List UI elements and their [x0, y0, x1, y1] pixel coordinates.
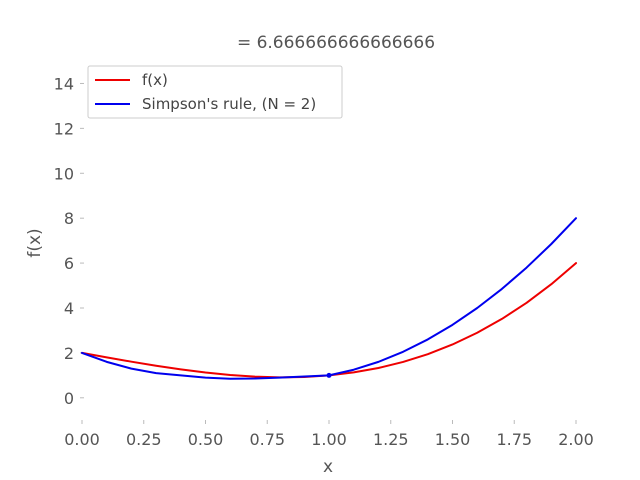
x-tick-label: 2.00 — [558, 430, 594, 449]
y-tick-label: 14 — [54, 74, 74, 93]
x-tick-label: 1.50 — [435, 430, 471, 449]
y-tick-label: 12 — [54, 119, 74, 138]
x-tick-label: 0.75 — [249, 430, 285, 449]
y-tick-label: 8 — [64, 209, 74, 228]
y-axis: 0 2 4 6 8 10 12 14 — [54, 74, 84, 408]
legend-entry-simpson: Simpson's rule, (N = 2) — [142, 95, 316, 113]
chart-title: = 6.666666666666666 — [237, 33, 435, 53]
series-layer — [81, 217, 577, 380]
x-tick-label: 1.75 — [496, 430, 532, 449]
x-axis: 0.00 0.25 0.50 0.75 1.00 1.25 1.50 1.75 2.00 — [64, 420, 594, 449]
legend: f(x) Simpson's rule, (N = 2) — [87, 65, 343, 119]
x-tick-label: 0.25 — [126, 430, 162, 449]
legend-box — [87, 65, 343, 119]
series-line-f — [81, 262, 577, 379]
y-tick-label: 0 — [64, 389, 74, 408]
point-layer — [326, 372, 332, 378]
data-point — [326, 372, 332, 378]
x-tick-label: 1.25 — [373, 430, 409, 449]
y-tick-label: 6 — [64, 254, 74, 273]
x-axis-label: x — [323, 457, 333, 477]
x-tick-label: 0.00 — [64, 430, 100, 449]
legend-entry-f: f(x) — [142, 71, 168, 89]
x-tick-label: 0.50 — [188, 430, 224, 449]
series-line-simpson — [81, 217, 577, 380]
y-tick-label: 10 — [54, 164, 74, 183]
y-tick-label: 2 — [64, 344, 74, 363]
y-tick-label: 4 — [64, 299, 74, 318]
x-tick-label: 1.00 — [311, 430, 347, 449]
y-axis-label: f(x) — [25, 228, 45, 257]
